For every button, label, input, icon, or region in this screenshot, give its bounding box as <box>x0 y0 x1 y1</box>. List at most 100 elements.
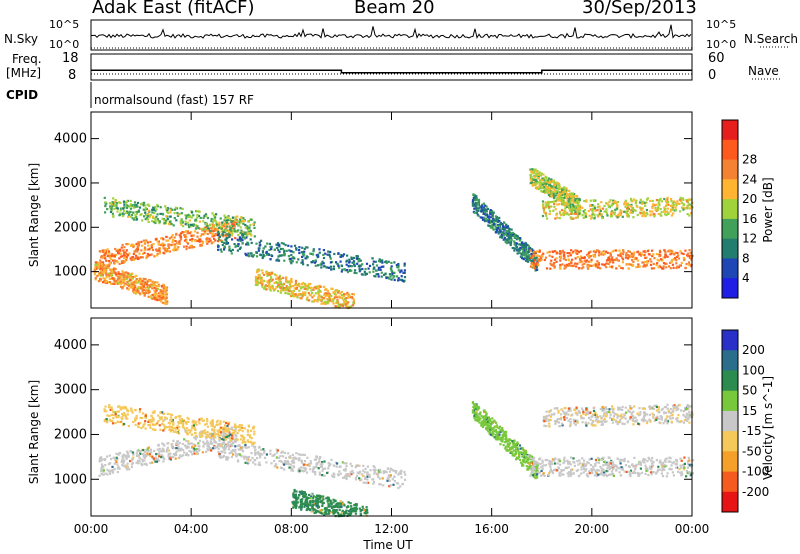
velocity-cell <box>397 473 400 476</box>
power-cell <box>551 250 554 254</box>
power-cell <box>111 274 114 277</box>
power-cell <box>151 287 154 290</box>
power-cell <box>678 264 681 267</box>
power-cell <box>137 244 140 247</box>
power-cell <box>653 204 656 207</box>
power-cell <box>116 279 119 282</box>
power-cell <box>606 214 609 217</box>
power-cell <box>673 253 676 256</box>
power-cell <box>489 210 492 213</box>
velocity-cell <box>404 473 407 476</box>
velocity-cell <box>227 448 230 451</box>
velocity-cell <box>101 465 104 468</box>
velocity-cell <box>315 463 318 466</box>
power-cell <box>138 242 141 245</box>
power-cell <box>230 220 233 223</box>
power-cell <box>214 232 217 236</box>
velocity-cell <box>327 461 330 465</box>
velocity-cell <box>246 456 249 459</box>
power-cell <box>151 293 154 297</box>
power-cell <box>135 278 138 281</box>
velocity-cell <box>321 512 324 515</box>
velocity-cell <box>149 461 152 465</box>
velocity-cell <box>288 466 291 469</box>
power-cell <box>403 276 407 279</box>
velocity-cell <box>292 460 295 463</box>
power-cell <box>550 185 553 188</box>
power-cell <box>262 255 265 259</box>
power-cell <box>271 278 274 281</box>
velocity-cell <box>312 466 315 469</box>
power-cell <box>286 281 289 284</box>
velocity-cell <box>221 437 224 441</box>
velocity-cell <box>395 470 398 473</box>
power-cell <box>537 258 540 261</box>
power-cell <box>669 267 672 270</box>
velocity-cell <box>355 507 358 510</box>
power-cell <box>684 249 687 252</box>
power-cell <box>238 224 241 227</box>
power-cell <box>652 262 655 266</box>
power-cell <box>283 259 286 262</box>
power-cell <box>307 284 310 288</box>
power-cell <box>615 201 618 205</box>
power-cell <box>298 289 301 292</box>
power-cell <box>193 246 196 249</box>
velocity-cell <box>179 454 182 457</box>
power-cell <box>502 234 505 237</box>
power-cell <box>552 193 555 196</box>
power-cell <box>112 202 115 205</box>
power-cell <box>211 221 214 224</box>
power-cell <box>589 208 592 211</box>
power-cell <box>260 239 263 242</box>
velocity-cell <box>201 451 204 454</box>
velocity-cell <box>276 466 279 469</box>
power-cell <box>266 274 269 277</box>
power-cell <box>306 296 309 299</box>
power-cell <box>240 216 243 219</box>
power-cell <box>388 277 391 280</box>
velocity-cell <box>136 450 139 453</box>
velocity-cell <box>236 453 239 456</box>
power-cell <box>666 255 669 258</box>
power-cell <box>653 267 656 270</box>
power-cell <box>236 249 239 252</box>
power-cell <box>215 224 218 227</box>
power-cell <box>134 285 137 288</box>
power-cell <box>218 223 221 226</box>
power-cell <box>278 250 281 253</box>
velocity-cell <box>365 512 368 515</box>
power-cell <box>127 243 130 246</box>
power-cell <box>553 205 556 208</box>
power-cell <box>544 256 548 259</box>
power-cell <box>120 282 123 285</box>
power-cell <box>155 285 158 288</box>
power-cell <box>578 200 581 203</box>
power-cell <box>285 287 288 290</box>
velocity-cell <box>121 464 124 467</box>
power-cell <box>270 276 273 279</box>
velocity-cell <box>283 451 286 455</box>
power-cell <box>228 228 231 231</box>
power-cell <box>94 276 97 280</box>
velocity-cell <box>100 472 103 476</box>
power-cell <box>337 289 340 293</box>
velocity-cell <box>389 484 392 487</box>
power-cell <box>643 254 646 257</box>
power-cell <box>140 256 143 259</box>
power-cell <box>561 188 564 191</box>
power-cell <box>556 251 559 254</box>
power-cell <box>349 305 353 308</box>
power-cell <box>295 261 298 264</box>
power-cell <box>100 273 103 276</box>
velocity-cell <box>293 456 296 459</box>
power-cell <box>347 264 350 268</box>
power-cell <box>346 271 350 274</box>
power-cell <box>337 291 340 294</box>
velocity-cell <box>291 501 294 504</box>
power-cell <box>258 247 261 250</box>
power-cell <box>331 287 334 290</box>
power-cell <box>646 261 649 264</box>
velocity-cell <box>323 460 326 463</box>
power-cell <box>288 290 291 293</box>
